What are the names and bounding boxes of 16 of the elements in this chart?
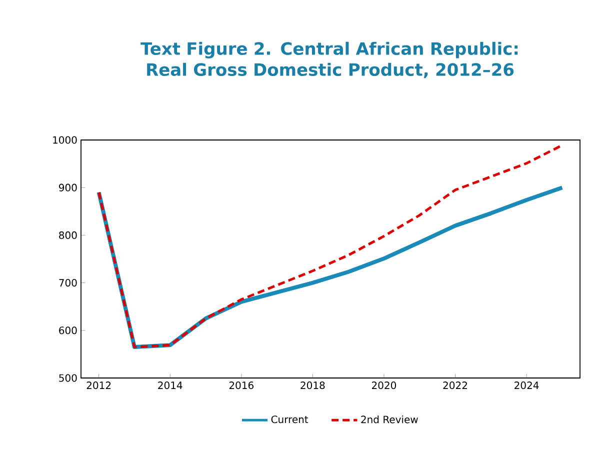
x-tick-label: 2020 <box>372 382 396 390</box>
legend-label: Current <box>271 416 308 424</box>
x-tick-label: 2016 <box>229 382 254 390</box>
y-tick-label: 700 <box>59 279 77 287</box>
y-tick-label: 800 <box>59 231 77 239</box>
y-tick-label: 600 <box>59 326 77 334</box>
x-tick-label: 2012 <box>86 382 111 390</box>
y-tick-label: 500 <box>59 374 77 382</box>
x-tick-label: 2022 <box>443 382 467 390</box>
legend-label: 2nd Review <box>361 416 418 424</box>
x-tick-label: 2014 <box>158 382 182 390</box>
x-tick-label: 2018 <box>300 382 325 390</box>
y-tick-label: 900 <box>59 184 77 192</box>
chart-title: Text Figure 2. Central African Republic: Real Gross Domestic Product, 2012–26 <box>140 42 518 78</box>
y-tick-label: 1000 <box>53 136 77 144</box>
x-tick-label: 2024 <box>514 382 539 390</box>
